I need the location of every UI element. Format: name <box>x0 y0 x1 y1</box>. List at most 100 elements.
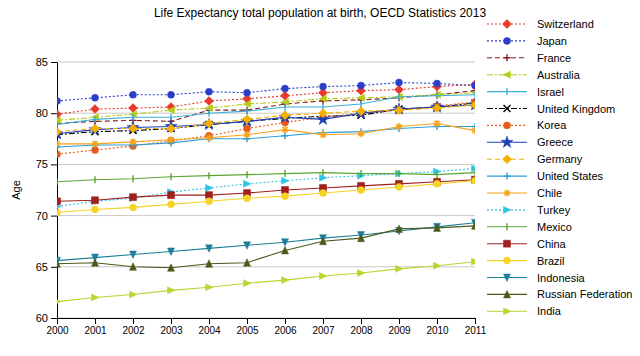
marker <box>92 259 99 267</box>
x-tick-label: 2001 <box>84 325 107 336</box>
marker <box>320 273 328 280</box>
legend-item: Mexico <box>487 221 572 233</box>
marker <box>132 114 133 121</box>
legend-marker <box>504 308 512 315</box>
marker <box>434 224 441 232</box>
marker <box>57 151 61 158</box>
marker <box>243 100 251 107</box>
marker <box>244 242 251 250</box>
y-tick-label: 80 <box>36 107 48 119</box>
series <box>57 98 475 157</box>
marker <box>474 91 475 98</box>
marker <box>244 195 251 202</box>
y-tick-mark <box>51 216 57 217</box>
legend-item: Israel <box>487 86 564 98</box>
x-tick-label: 2009 <box>388 325 411 336</box>
marker <box>244 280 252 287</box>
grid-line <box>57 266 475 267</box>
series <box>57 120 475 147</box>
marker <box>130 291 138 298</box>
marker <box>434 262 442 269</box>
x-tick-mark <box>247 318 248 324</box>
legend-marker <box>504 122 511 129</box>
marker <box>168 287 176 294</box>
marker <box>92 94 99 101</box>
grid-line <box>57 215 475 216</box>
y-tick: 85 <box>36 56 57 68</box>
marker <box>246 108 247 115</box>
series <box>57 258 475 305</box>
marker <box>357 94 365 101</box>
marker <box>433 104 442 113</box>
series <box>57 219 475 264</box>
marker <box>130 138 137 145</box>
series <box>57 99 475 139</box>
line <box>57 105 475 134</box>
legend-marker <box>503 155 512 164</box>
legend-marker <box>503 20 512 29</box>
marker <box>434 180 441 187</box>
line <box>57 262 475 302</box>
y-tick: 80 <box>36 107 57 119</box>
marker <box>284 170 285 177</box>
marker <box>398 93 399 100</box>
plot: 6065707580852000200120022003200420052006… <box>36 56 487 336</box>
legend-label: United Kingdom <box>537 103 615 115</box>
x-axis: 2000200120022003200420052006200720082009… <box>46 318 486 336</box>
x-tick: 2006 <box>274 318 297 336</box>
series <box>57 177 475 216</box>
marker <box>434 80 441 87</box>
marker <box>206 184 214 191</box>
marker <box>472 258 476 265</box>
marker <box>395 85 404 94</box>
legend-marker <box>504 37 511 44</box>
legend-label: Greece <box>537 136 573 148</box>
legend-label: Chile <box>537 187 562 199</box>
marker <box>244 125 251 132</box>
marker <box>206 134 213 141</box>
line <box>57 180 475 202</box>
x-tick-mark <box>475 318 476 324</box>
marker <box>130 251 137 259</box>
marker <box>358 130 365 137</box>
x-tick: 2003 <box>160 318 183 336</box>
line <box>57 103 475 135</box>
series <box>57 80 475 119</box>
y-tick-label: 65 <box>36 261 48 273</box>
legend-item: China <box>487 238 567 250</box>
series <box>57 101 475 137</box>
line <box>57 181 475 213</box>
marker <box>360 170 361 177</box>
marker <box>57 97 61 104</box>
y-tick-mark <box>51 164 57 165</box>
legend-item: France <box>487 52 571 64</box>
marker <box>57 127 62 136</box>
marker <box>244 180 252 187</box>
legend-label: Israel <box>537 86 564 98</box>
marker <box>57 178 58 185</box>
grid <box>57 62 475 318</box>
series <box>57 123 475 150</box>
y-tick: 65 <box>36 261 57 273</box>
marker <box>396 79 403 86</box>
legend-item: Chile <box>487 187 562 199</box>
legend-label: Turkey <box>537 204 571 216</box>
x-tick: 2011 <box>465 318 487 336</box>
series <box>57 89 475 124</box>
legend-marker <box>506 88 507 95</box>
legend-item: India <box>487 305 562 317</box>
legend-label: Korea <box>537 119 567 131</box>
marker <box>282 85 289 92</box>
x-tick-mark <box>209 318 210 324</box>
marker <box>206 198 213 205</box>
marker <box>57 140 61 147</box>
marker <box>91 105 100 114</box>
marker <box>398 170 399 177</box>
marker <box>130 204 137 211</box>
line <box>57 127 475 147</box>
marker <box>472 127 476 134</box>
marker <box>92 140 99 147</box>
title: Life Expectancy total population at birt… <box>154 6 487 20</box>
marker <box>320 190 327 197</box>
legend-item: United Kingdom <box>487 103 615 115</box>
